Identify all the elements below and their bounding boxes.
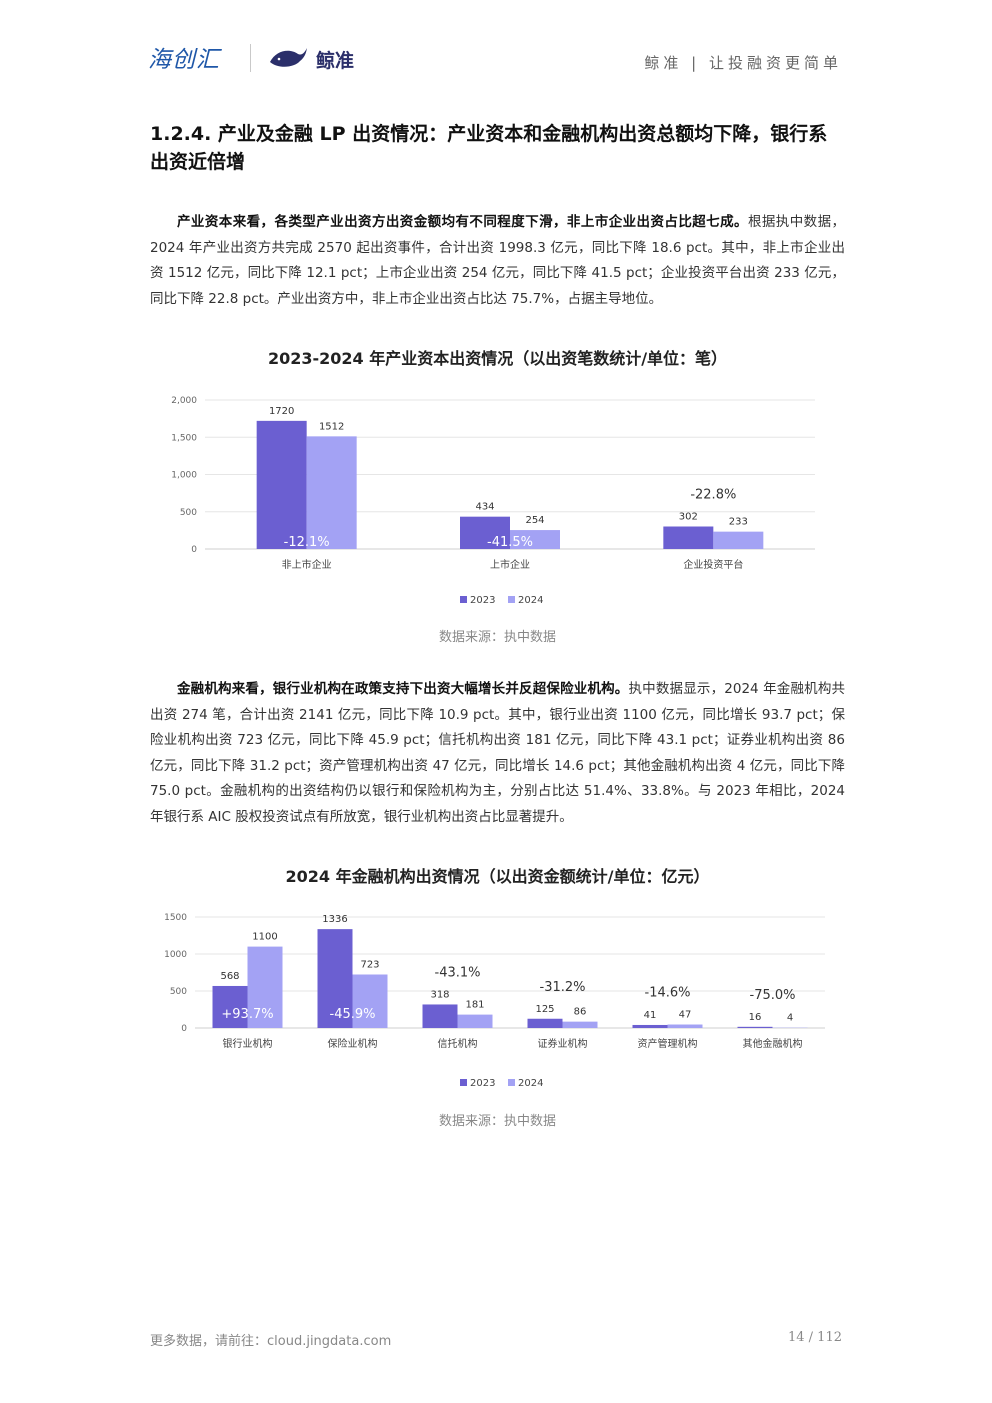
footer-link-text: 更多数据，请前往：cloud.jingdata.com — [150, 1334, 392, 1349]
data-label: 41 — [644, 1010, 657, 1021]
bar-2023 — [212, 985, 248, 1028]
bar-2024 — [562, 1021, 598, 1028]
whale-icon — [270, 48, 307, 67]
y-tick-label: 0 — [181, 1024, 187, 1034]
x-category-label: 保险业机构 — [328, 1037, 378, 1050]
x-category-label: 上市企业 — [490, 558, 530, 571]
legend-swatch-2024 — [508, 1079, 515, 1086]
industrial-capital-bar-chart: 2,000 1,500 1,000 500 0 1720 1512 -12.1% 非上市企业 43… — [171, 396, 815, 606]
bar-2024 — [306, 436, 357, 549]
data-label: 434 — [475, 502, 494, 513]
logo-divider — [250, 44, 251, 72]
growth-annotation: +93.7% — [221, 1007, 273, 1022]
legend-label: 2024 — [518, 595, 543, 606]
data-label: 568 — [220, 971, 239, 982]
header-slogan: 鲸准 | 让投融资更简单 — [644, 54, 842, 72]
legend-swatch-2023 — [460, 596, 467, 603]
growth-annotation: -14.6% — [645, 986, 691, 1001]
data-label: 181 — [465, 1000, 484, 1011]
x-category-label: 非上市企业 — [282, 558, 332, 571]
jingzhun-logo-text: 鲸准 — [316, 50, 355, 72]
page-number: 14 / 112 — [788, 1330, 842, 1345]
x-category-label: 企业投资平台 — [683, 558, 743, 571]
x-category-label: 资产管理机构 — [638, 1037, 698, 1050]
y-tick-label: 500 — [170, 987, 187, 997]
financial-institutions-bar-chart: 1500 1000 500 0 568 1100 +93.7% 银行业机构 1336 723 -45… — [164, 913, 825, 1089]
data-label: 302 — [679, 512, 698, 523]
y-tick-label: 1000 — [164, 950, 187, 960]
x-category-label: 证券业机构 — [538, 1037, 588, 1050]
y-tick-label: 2,000 — [171, 396, 197, 406]
bar-2023 — [317, 929, 353, 1028]
legend-label: 2023 — [470, 595, 495, 606]
bar-2024 — [713, 531, 764, 549]
paragraph-industrial-capital: 产业资本来看，各类型产业出资方出资金额均有不同程度下滑，非上市企业出资占比超七成… — [150, 210, 845, 312]
x-category-label: 其他金融机构 — [743, 1037, 803, 1050]
growth-annotation: -45.9% — [330, 1007, 376, 1022]
paragraph-lead: 金融机构来看，银行业机构在政策支持下出资大幅增长并反超保险业机构。 — [177, 681, 629, 697]
data-label: 1336 — [322, 914, 347, 925]
data-label: 1100 — [252, 932, 277, 943]
x-category-label: 信托机构 — [438, 1037, 478, 1050]
data-label: 233 — [729, 517, 748, 528]
growth-annotation: -12.1% — [284, 535, 330, 550]
y-tick-label: 500 — [180, 508, 197, 518]
growth-annotation: -75.0% — [750, 988, 796, 1003]
data-label: 125 — [535, 1004, 554, 1015]
bar-2024 — [510, 530, 560, 549]
data-label: 318 — [430, 989, 449, 1000]
data-source-note: 数据来源：执中数据 — [438, 1114, 556, 1129]
legend-swatch-2024 — [508, 596, 515, 603]
growth-annotation: -31.2% — [540, 980, 586, 995]
growth-annotation: -22.8% — [690, 488, 736, 503]
chart-title-industrial: 2023-2024 年产业资本出资情况（以出资笔数统计/单位：笔） — [267, 349, 728, 368]
page-header: 海创汇 鲸准 鲸准 | 让投融资更简单 — [0, 0, 992, 90]
growth-annotation: -41.5% — [487, 535, 533, 550]
bar-2024 — [457, 1014, 493, 1028]
legend-label: 2023 — [470, 1078, 495, 1089]
bar-2023 — [632, 1024, 668, 1028]
bar-2024 — [352, 974, 388, 1028]
y-tick-label: 1,500 — [171, 433, 197, 443]
x-category-label: 银行业机构 — [223, 1037, 273, 1050]
section-title: 1.2.4. 产业及金融 LP 出资情况：产业资本和金融机构出资总额均下降，银行… — [150, 123, 828, 173]
paragraph-body: 执中数据显示，2024 年金融机构共出资 274 笔，合计出资 2141 亿元，… — [150, 681, 846, 825]
legend-swatch-2023 — [460, 1079, 467, 1086]
bar-2023 — [422, 1004, 458, 1028]
bar-2023 — [256, 420, 307, 549]
data-source-note: 数据来源：执中数据 — [438, 630, 556, 645]
chart-title-financial: 2024 年金融机构出资情况（以出资金额统计/单位：亿元） — [285, 867, 710, 886]
bar-2023 — [460, 516, 510, 549]
data-label: 16 — [749, 1012, 762, 1023]
data-label: 86 — [574, 1007, 587, 1018]
bar-2024 — [247, 946, 283, 1028]
bar-2023 — [527, 1018, 563, 1028]
paragraph-financial-institutions: 金融机构来看，银行业机构在政策支持下出资大幅增长并反超保险业机构。执中数据显示，… — [150, 677, 845, 830]
y-tick-label: 1,000 — [171, 471, 197, 481]
paragraph-lead: 产业资本来看，各类型产业出资方出资金额均有不同程度下滑，非上市企业出资占比超七成… — [177, 214, 748, 230]
paragraph-body: 根据执中数据，2024 年产业出资方共完成 2570 起出资事件，合计出资 19… — [150, 214, 846, 307]
haichuanghui-logo: 海创汇 — [148, 47, 220, 73]
y-tick-label: 0 — [191, 545, 197, 555]
bar-2023 — [663, 526, 714, 549]
data-label: 254 — [525, 515, 544, 526]
y-tick-label: 1500 — [164, 913, 187, 923]
data-label: 47 — [679, 1010, 692, 1021]
bar-2024 — [667, 1024, 703, 1028]
growth-annotation: -43.1% — [435, 965, 481, 980]
bar-2023 — [737, 1026, 773, 1028]
legend-label: 2024 — [518, 1078, 543, 1089]
data-label: 1720 — [269, 406, 294, 417]
data-label: 1512 — [319, 421, 344, 432]
data-label: 723 — [360, 959, 379, 970]
data-label: 4 — [787, 1013, 793, 1024]
